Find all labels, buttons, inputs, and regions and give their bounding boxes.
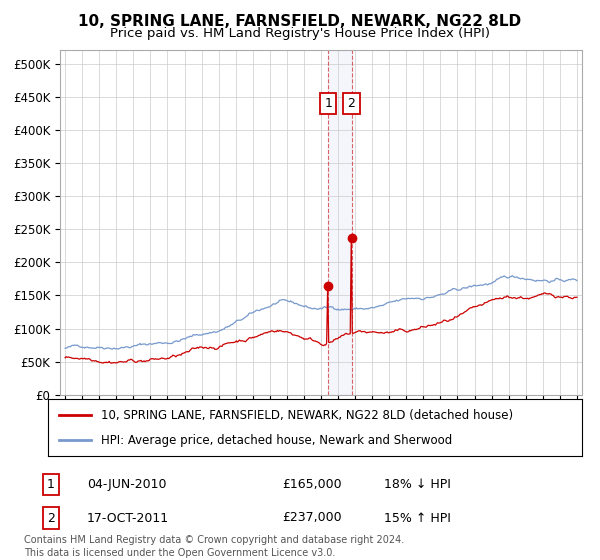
Text: 1: 1 — [47, 478, 55, 491]
Text: 10, SPRING LANE, FARNSFIELD, NEWARK, NG22 8LD: 10, SPRING LANE, FARNSFIELD, NEWARK, NG2… — [79, 14, 521, 29]
Text: HPI: Average price, detached house, Newark and Sherwood: HPI: Average price, detached house, Newa… — [101, 434, 452, 447]
Text: 10, SPRING LANE, FARNSFIELD, NEWARK, NG22 8LD (detached house): 10, SPRING LANE, FARNSFIELD, NEWARK, NG2… — [101, 409, 514, 422]
Text: Contains HM Land Registry data © Crown copyright and database right 2024.: Contains HM Land Registry data © Crown c… — [24, 535, 404, 545]
Text: 04-JUN-2010: 04-JUN-2010 — [87, 478, 167, 491]
Text: 2: 2 — [347, 97, 355, 110]
Text: 15% ↑ HPI: 15% ↑ HPI — [384, 511, 451, 525]
Bar — [328, 50, 352, 395]
Text: 2: 2 — [47, 511, 55, 525]
Text: 1: 1 — [324, 97, 332, 110]
Text: 17-OCT-2011: 17-OCT-2011 — [87, 511, 169, 525]
Text: £237,000: £237,000 — [282, 511, 341, 525]
Text: This data is licensed under the Open Government Licence v3.0.: This data is licensed under the Open Gov… — [24, 548, 335, 558]
Text: Price paid vs. HM Land Registry's House Price Index (HPI): Price paid vs. HM Land Registry's House … — [110, 27, 490, 40]
Text: £165,000: £165,000 — [282, 478, 341, 491]
Text: 18% ↓ HPI: 18% ↓ HPI — [384, 478, 451, 491]
